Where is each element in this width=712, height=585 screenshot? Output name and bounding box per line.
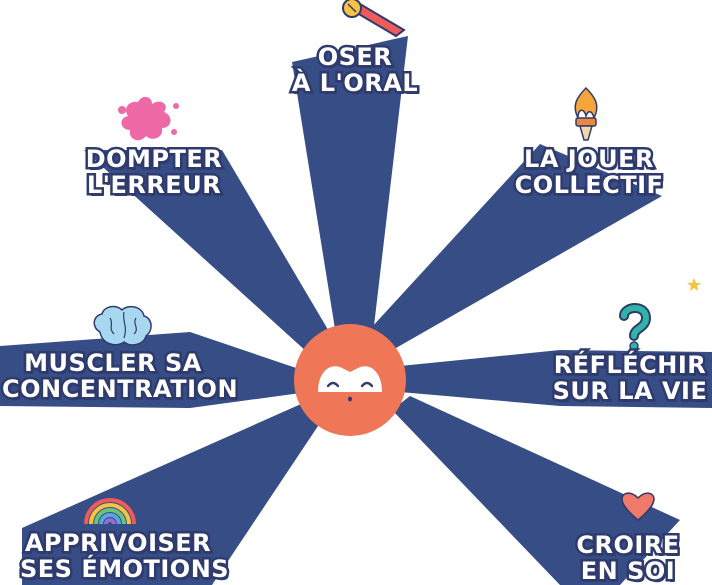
- ray-collectif: [360, 144, 662, 356]
- skill-label-croire-en-soi: CROIRE EN SOI: [568, 530, 688, 585]
- heart-icon: [621, 492, 655, 521]
- skill-label-line: APPRIVOISER: [22, 528, 213, 559]
- skill-label-la-jouer-collectif: LA JOUER COLLECTIF: [494, 144, 684, 201]
- skill-label-line: CROIRE: [574, 530, 682, 561]
- brain-icon: [93, 305, 152, 346]
- skill-label-line: MUSCLER SA: [22, 348, 204, 379]
- skill-label-oser-a-l-oral: OSER À L'ORAL: [289, 42, 420, 99]
- star-icon: [687, 278, 701, 291]
- skill-label-apprivoiser-ses-emotions: APPRIVOISER SES ÉMOTIONS: [18, 528, 232, 585]
- skill-label-line: SES ÉMOTIONS: [18, 554, 232, 585]
- torch-icon: [574, 86, 598, 141]
- skill-label-line: DOMPTER: [83, 144, 224, 175]
- question-mark-icon: [619, 303, 652, 351]
- skill-label-muscler-sa-concentration: MUSCLER SA CONCENTRATION: [0, 348, 240, 405]
- rainbow-icon: [84, 498, 136, 525]
- skill-label-line: EN SOI: [578, 556, 677, 585]
- rays: [0, 36, 712, 585]
- mascot-face: [294, 324, 406, 436]
- paint-splash-icon: [118, 96, 179, 141]
- skill-label-line: CONCENTRATION: [0, 374, 240, 405]
- skill-label-line: RÉFLÉCHIR: [551, 350, 708, 381]
- skill-label-line: COLLECTIF: [512, 170, 665, 201]
- ray-oral: [292, 36, 408, 360]
- ray-emotions: [22, 400, 322, 585]
- ray-erreur: [84, 150, 340, 362]
- skill-label-line: À L'ORAL: [289, 68, 420, 99]
- skill-label-line: SUR LA VIE: [550, 376, 709, 407]
- skill-label-line: L'ERREUR: [84, 170, 223, 201]
- skill-label-reflechir-sur-la-vie: RÉFLÉCHIR SUR LA VIE: [548, 350, 712, 407]
- skill-label-dompter-l-erreur: DOMPTER L'ERREUR: [82, 144, 226, 201]
- ray-concentration: [0, 332, 308, 408]
- ray-reflechir: [400, 350, 712, 408]
- skill-label-line: LA JOUER: [522, 144, 656, 175]
- microphone-icon: [342, 0, 406, 38]
- skill-label-line: OSER: [315, 42, 394, 73]
- ray-croire: [392, 396, 680, 585]
